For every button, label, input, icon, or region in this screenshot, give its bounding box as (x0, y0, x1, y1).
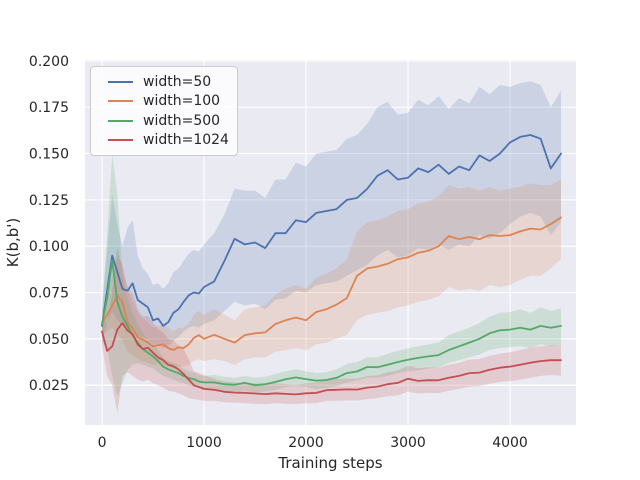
x-axis-label: Training steps (277, 454, 382, 472)
legend-label: width=100 (143, 93, 221, 110)
y-tick-label-0: 0.025 (29, 378, 69, 394)
legend: width=50 width=100 width=500 width=1024 (90, 66, 238, 156)
legend-label: width=50 (143, 73, 212, 90)
legend-item-width-50: width=50 (99, 75, 229, 89)
line-width-500 (101, 259, 562, 387)
y-tick-label-6: 0.175 (29, 100, 69, 116)
y-tick-label-2: 0.075 (29, 286, 69, 302)
legend-line-sample-width-50 (108, 80, 133, 83)
y-axis-label: K(b,b') (4, 218, 22, 267)
band-width-50 (102, 81, 561, 349)
legend-item-width-1024: width=1024 (99, 133, 229, 147)
legend-line-sample-width-100 (108, 100, 133, 103)
x-tick-label-0: 0 (98, 435, 107, 451)
legend-label: width=500 (143, 112, 221, 129)
band-width-100 (102, 179, 561, 369)
line-width-1024 (101, 322, 562, 396)
band-width-1024 (102, 246, 561, 413)
y-tick-label-3: 0.100 (29, 239, 69, 255)
legend-item-width-500: width=500 (99, 114, 229, 128)
x-tick-label-4: 4000 (492, 435, 528, 451)
legend-item-width-100: width=100 (99, 94, 229, 108)
x-tick-label-3: 3000 (390, 435, 426, 451)
line-width-100 (101, 216, 562, 351)
x-tick-label-1: 1000 (186, 435, 222, 451)
x-tick-label-2: 2000 (288, 435, 324, 451)
legend-line-sample-width-500 (108, 119, 133, 122)
legend-line-sample-width-1024 (108, 139, 133, 142)
y-tick-label-5: 0.150 (29, 147, 69, 163)
y-tick-label-4: 0.125 (29, 193, 69, 209)
y-tick-label-7: 0.200 (29, 54, 69, 70)
line-width-50 (101, 134, 562, 327)
legend-label: width=1024 (143, 132, 229, 149)
y-tick-label-1: 0.050 (29, 332, 69, 348)
